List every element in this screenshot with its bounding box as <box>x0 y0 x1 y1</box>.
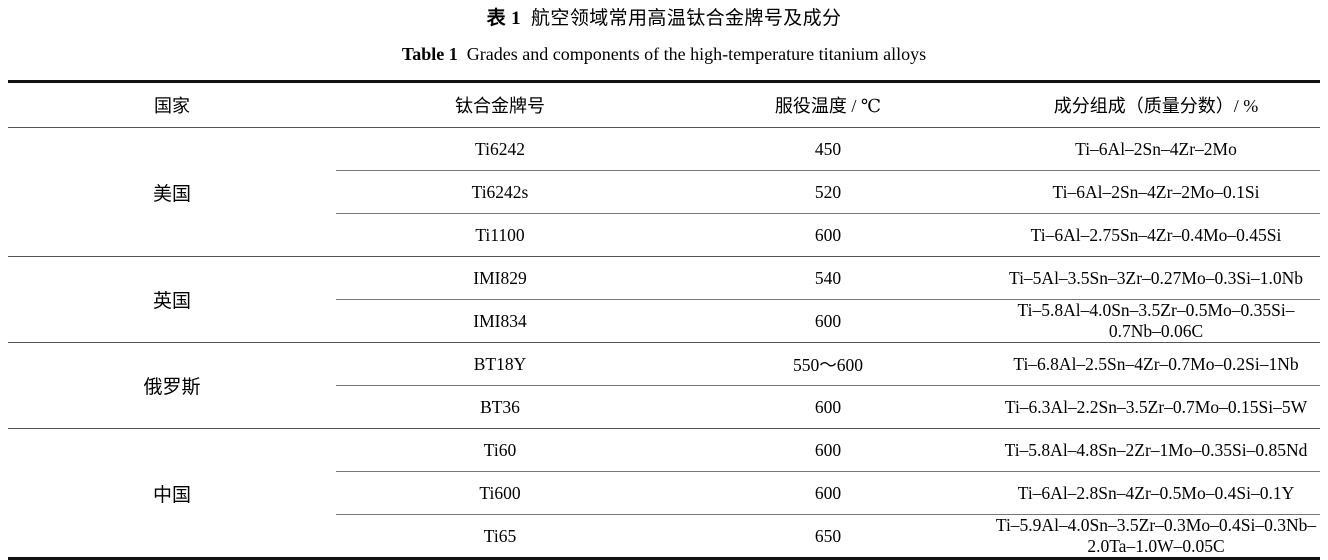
cell-grade: Ti6242s <box>336 170 664 214</box>
cell-temperature: 600 <box>664 385 992 429</box>
cell-composition: Ti–6Al–2Sn–4Zr–2Mo <box>992 127 1320 171</box>
table-row: BT36 600 Ti–6.3Al–2.2Sn–3.5Zr–0.7Mo–0.15… <box>8 385 1320 429</box>
alloy-table: 国家 钛合金牌号 服役温度 / ℃ 成分组成（质量分数）/ % 美国 Ti624… <box>8 83 1320 557</box>
column-header-grade: 钛合金牌号 <box>455 96 545 116</box>
cell-temperature: 600 <box>664 471 992 515</box>
cell-temperature: 600 <box>664 299 992 343</box>
cell-composition: Ti–6Al–2Sn–4Zr–2Mo–0.1Si <box>992 170 1320 214</box>
table-row: 俄罗斯 BT18Y 550～600 Ti–6.8Al–2.5Sn–4Zr–0.7… <box>8 342 1320 429</box>
table-row: IMI834 600 Ti–5.8Al–4.0Sn–3.5Zr–0.5Mo–0.… <box>8 299 1320 343</box>
caption-english: Table 1 Grades and components of the high… <box>0 34 1328 69</box>
table-row: Ti6242s 520 Ti–6Al–2Sn–4Zr–2Mo–0.1Si <box>8 170 1320 214</box>
cell-composition: Ti–6.3Al–2.2Sn–3.5Zr–0.7Mo–0.15Si–5W <box>992 385 1320 429</box>
table-top-rule <box>8 80 1320 83</box>
cell-grade: Ti60 <box>336 428 664 472</box>
table-body: 美国 Ti6242 450 Ti–6Al–2Sn–4Zr–2Mo Ti6242s… <box>8 127 1320 557</box>
table-container: 国家 钛合金牌号 服役温度 / ℃ 成分组成（质量分数）/ % 美国 Ti624… <box>8 80 1320 560</box>
table-row: 英国 IMI829 540 Ti–5Al–3.5Sn–3Zr–0.27Mo–0.… <box>8 256 1320 343</box>
cell-temperature: 540 <box>664 256 992 300</box>
cell-composition: Ti–6.8Al–2.5Sn–4Zr–0.7Mo–0.2Si–1Nb <box>992 342 1320 386</box>
caption-chinese: 表 1 航空领域常用高温钛合金牌号及成分 <box>0 0 1328 34</box>
cell-composition: Ti–6Al–2.8Sn–4Zr–0.5Mo–0.4Si–0.1Y <box>992 471 1320 515</box>
cell-grade: IMI834 <box>336 299 664 343</box>
cell-grade: IMI829 <box>336 256 664 300</box>
caption-english-title: Grades and components of the high-temper… <box>466 44 927 64</box>
cell-grade: Ti1100 <box>336 213 664 257</box>
column-header-country: 国家 <box>154 96 190 116</box>
cell-composition: Ti–6Al–2.75Sn–4Zr–0.4Mo–0.45Si <box>992 213 1320 257</box>
caption-chinese-title: 航空领域常用高温钛合金牌号及成分 <box>531 8 842 29</box>
header-row: 国家 钛合金牌号 服役温度 / ℃ 成分组成（质量分数）/ % <box>8 83 1320 128</box>
table-header: 国家 钛合金牌号 服役温度 / ℃ 成分组成（质量分数）/ % <box>8 83 1320 128</box>
cell-country: 英国 <box>8 256 336 343</box>
cell-country: 美国 <box>8 127 336 257</box>
cell-country: 俄罗斯 <box>8 342 336 429</box>
cell-grade: BT18Y <box>336 342 664 386</box>
cell-grade: BT36 <box>336 385 664 429</box>
cell-composition: Ti–5Al–3.5Sn–3Zr–0.27Mo–0.3Si–1.0Nb <box>992 256 1320 300</box>
cell-country: 中国 <box>8 428 336 557</box>
table-row: Ti600 600 Ti–6Al–2.8Sn–4Zr–0.5Mo–0.4Si–0… <box>8 471 1320 515</box>
cell-temperature: 600 <box>664 428 992 472</box>
caption-chinese-label: 表 1 <box>486 8 522 29</box>
caption-english-label: Table 1 <box>401 44 458 64</box>
cell-temperature: 550～600 <box>664 342 992 386</box>
cell-grade: Ti6242 <box>336 127 664 171</box>
table-row: 中国 Ti60 600 Ti–5.8Al–4.8Sn–2Zr–1Mo–0.35S… <box>8 428 1320 557</box>
column-header-composition: 成分组成（质量分数）/ % <box>1053 96 1259 116</box>
cell-temperature: 650 <box>664 514 992 557</box>
cell-composition: Ti–5.8Al–4.0Sn–3.5Zr–0.5Mo–0.35Si–0.7Nb–… <box>992 299 1320 343</box>
cell-temperature: 520 <box>664 170 992 214</box>
cell-temperature: 450 <box>664 127 992 171</box>
cell-grade: Ti65 <box>336 514 664 557</box>
table-row: Ti65 650 Ti–5.9Al–4.0Sn–3.5Zr–0.3Mo–0.4S… <box>8 514 1320 557</box>
table-row: Ti1100 600 Ti–6Al–2.75Sn–4Zr–0.4Mo–0.45S… <box>8 213 1320 257</box>
table-row: 美国 Ti6242 450 Ti–6Al–2Sn–4Zr–2Mo <box>8 127 1320 257</box>
cell-grade: Ti600 <box>336 471 664 515</box>
column-header-temperature: 服役温度 / ℃ <box>774 96 882 116</box>
cell-composition: Ti–5.8Al–4.8Sn–2Zr–1Mo–0.35Si–0.85Nd <box>992 428 1320 472</box>
cell-temperature: 600 <box>664 213 992 257</box>
